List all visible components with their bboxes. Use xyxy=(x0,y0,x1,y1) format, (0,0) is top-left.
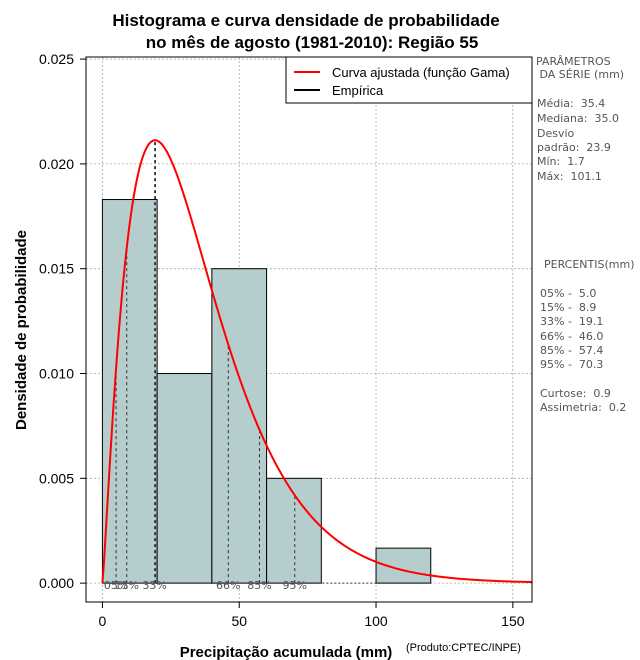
percentile-label-2: 33% xyxy=(142,579,166,592)
stat-max: Máx: 101.1 xyxy=(537,170,602,183)
x-axis-label: Precipitação acumulada (mm) xyxy=(180,644,393,660)
legend-label-1: Empírica xyxy=(332,83,384,98)
stat-std: padrão: 23.9 xyxy=(537,141,611,154)
stat-mean: Média: 35.4 xyxy=(537,97,606,110)
chart-title-line2: no mês de agosto (1981-2010): Região 55 xyxy=(146,33,479,52)
y-tick-label-4: 0.020 xyxy=(39,156,74,172)
y-tick-label-3: 0.015 xyxy=(39,261,74,277)
y-axis-label: Densidade de probabilidade xyxy=(13,230,30,430)
percentile-15: 15% - 8.9 xyxy=(540,301,597,314)
stat-median: Mediana: 35.0 xyxy=(537,112,619,125)
x-tick-label-3: 150 xyxy=(501,613,525,629)
legend-label-0: Curva ajustada (função Gama) xyxy=(332,65,510,80)
x-tick-label-1: 50 xyxy=(231,613,247,629)
params-title-1: PARÂMETROS xyxy=(536,55,611,68)
percentile-85: 85% - 57.4 xyxy=(540,344,604,357)
percentile-label-1: 15% xyxy=(115,579,139,592)
x-tick-label-0: 0 xyxy=(99,613,107,629)
stat-std-label: Desvio xyxy=(537,127,575,140)
gamma-curve xyxy=(101,139,532,584)
percentile-label-3: 66% xyxy=(216,579,240,592)
params-title-2: DA SÉRIE (mm) xyxy=(536,68,625,81)
x-tick-label-2: 100 xyxy=(364,613,388,629)
y-tick-label-1: 0.005 xyxy=(39,470,74,486)
chart-title-line1: Histograma e curva densidade de probabil… xyxy=(112,11,499,30)
percentile-66: 66% - 46.0 xyxy=(540,330,604,343)
percentile-label-4: 85% xyxy=(247,579,271,592)
percentiles-title: PERCENTIS(mm) xyxy=(544,258,635,271)
percentile-05: 05% - 5.0 xyxy=(540,287,597,300)
stat-kurtosis: Curtose: 0.9 xyxy=(540,387,611,400)
percentile-label-0: 05% xyxy=(104,579,128,592)
percentile-label-5: 95% xyxy=(283,579,307,592)
histogram-bar-0 xyxy=(101,199,158,584)
histogram-bar-1 xyxy=(156,373,213,584)
y-tick-label-0: 0.000 xyxy=(39,575,74,591)
stat-min: Mín: 1.7 xyxy=(537,155,585,168)
stat-skewness: Assimetria: 0.2 xyxy=(540,401,627,414)
y-tick-label-5: 0.025 xyxy=(39,51,74,67)
credit-label: (Produto:CPTEC/INPE) xyxy=(406,642,521,654)
percentile-33: 33% - 19.1 xyxy=(540,315,604,328)
percentile-95: 95% - 70.3 xyxy=(540,358,604,371)
y-tick-label-2: 0.010 xyxy=(39,366,74,382)
legend-box xyxy=(285,56,533,104)
